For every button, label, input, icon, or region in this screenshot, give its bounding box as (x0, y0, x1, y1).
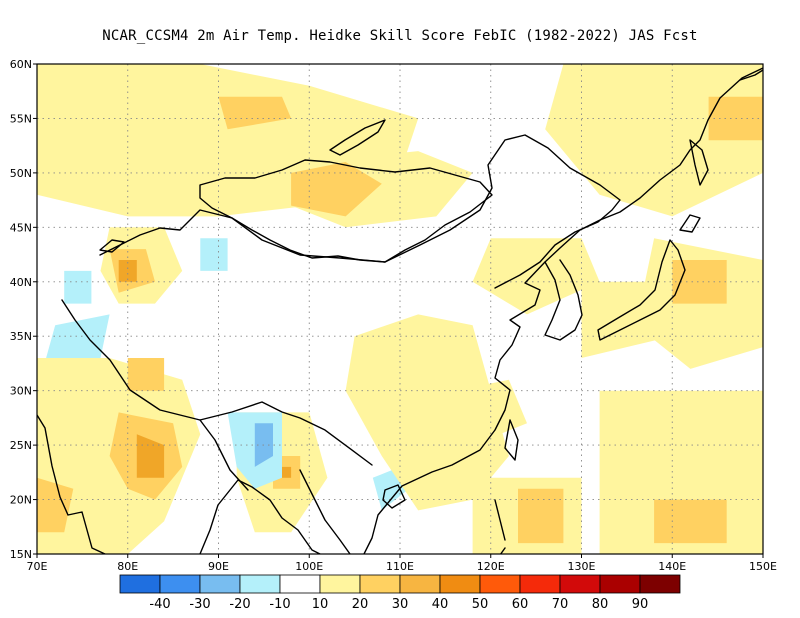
lon-tick-label: 70E (27, 560, 48, 573)
lat-lon-grid (37, 64, 763, 554)
colorbar-swatch (319, 574, 361, 594)
skill-region-15 (282, 466, 292, 478)
lat-tick-label: 45N (10, 221, 32, 234)
skill-region-34 (654, 499, 727, 544)
colorbar-swatch (119, 574, 161, 594)
lon-tick-label: 120E (477, 560, 505, 573)
colorbar-swatch (279, 574, 321, 594)
lon-tick-label: 80E (117, 560, 138, 573)
skill-region-2 (291, 162, 382, 217)
skill-region-31 (672, 260, 727, 304)
lon-tick-label: 150E (749, 560, 777, 573)
japan-coast (597, 214, 701, 341)
sakhalin-coast (689, 69, 763, 186)
colorbar-swatch (439, 574, 481, 594)
lat-tick-label: 20N (10, 494, 32, 507)
colorbar-swatch (519, 574, 561, 594)
skill-region-19 (46, 314, 110, 358)
skill-region-3 (218, 96, 292, 130)
mainland-coastline (37, 67, 763, 554)
skill-region-12 (37, 477, 74, 533)
lon-tick-label: 130E (568, 560, 596, 573)
mongolia-border (199, 159, 493, 263)
lon-tick-label: 90E (208, 560, 229, 573)
colorbar-label: 20 (352, 597, 369, 612)
colorbar-swatch (359, 574, 401, 594)
colorbar-label: 80 (592, 597, 609, 612)
china-border (61, 134, 621, 466)
lat-tick-label: 25N (10, 439, 32, 452)
colorbar-label: 40 (432, 597, 449, 612)
map-title: NCAR_CCSM4 2m Air Temp. Heidke Skill Sco… (102, 28, 698, 44)
longitude-ticks: 70E 80E 90E 100E 110E 120E 130E 140E 150E (27, 554, 777, 573)
korea-coast (544, 259, 583, 341)
lake-baikal (329, 119, 386, 156)
skill-score-shading (37, 64, 763, 554)
colorbar-swatch (559, 574, 601, 594)
colorbar-label: -20 (229, 597, 250, 612)
skill-region-29 (581, 281, 673, 358)
hainan-coast (382, 484, 406, 509)
colorbar-swatch (199, 574, 241, 594)
colorbar-label: 50 (472, 597, 489, 612)
lon-tick-label: 100E (295, 560, 323, 573)
colorbar-label: 70 (552, 597, 569, 612)
colorbar-swatch (639, 574, 681, 594)
skill-region-32 (472, 238, 600, 315)
latitude-ticks: 15N 20N 25N 30N 35N 40N 45N 50N 55N 60N (10, 58, 37, 561)
colorbar-label: 10 (312, 597, 329, 612)
colorbar-label: -40 (149, 597, 170, 612)
skill-region-18 (64, 270, 92, 304)
lon-tick-label: 110E (386, 560, 414, 573)
colorbar-label: -30 (189, 597, 210, 612)
colorbar-label: -10 (269, 597, 290, 612)
colorbar-swatch (479, 574, 521, 594)
colorbar-swatch (599, 574, 641, 594)
skill-region-23 (345, 314, 509, 511)
skill-region-4 (37, 85, 92, 152)
indochina-coast (199, 419, 351, 554)
skill-region-10 (136, 434, 165, 478)
skill-region-20 (200, 238, 228, 271)
skill-region-7 (118, 260, 137, 282)
lat-tick-label: 40N (10, 276, 32, 289)
lat-tick-label: 55N (10, 112, 32, 125)
colorbar-swatch (399, 574, 441, 594)
lon-tick-label: 140E (658, 560, 686, 573)
skill-region-26 (518, 488, 564, 544)
colorbar-swatch (159, 574, 201, 594)
lat-tick-label: 15N (10, 548, 32, 561)
lat-tick-label: 35N (10, 330, 32, 343)
colorbar-label: 60 (512, 597, 529, 612)
balkhash-lake (99, 239, 125, 253)
colorbar-label: 90 (632, 597, 649, 612)
lat-tick-label: 30N (10, 385, 32, 398)
skill-region-11 (127, 358, 165, 391)
lat-tick-label: 60N (10, 58, 32, 71)
lat-tick-label: 50N (10, 167, 32, 180)
colorbar-label: 30 (392, 597, 409, 612)
colorbar: -40 -30 -20 -10 10 20 30 40 50 60 70 80 90 (119, 574, 681, 612)
taiwan-coast (504, 419, 519, 461)
skill-region-27 (545, 64, 763, 217)
colorbar-swatch (239, 574, 281, 594)
